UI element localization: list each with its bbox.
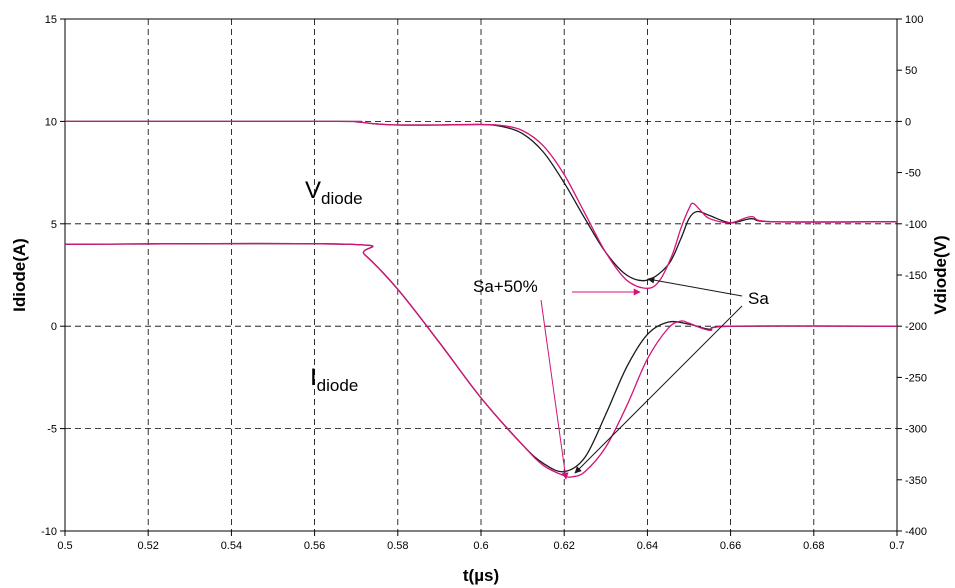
sa50-arrow-to-current [540,299,569,480]
y-right-tick-label: 0 [905,116,911,128]
y-right-tick-label: -350 [905,475,927,487]
y-left-tick-label: 10 [45,116,57,128]
y-right-tick-label: -100 [905,219,927,231]
y-right-tick-label: -300 [905,424,927,436]
voltage-series-magenta-line [64,120,898,289]
y-right-tick-label: -250 [905,372,927,384]
vdiode-label: Vdiode [305,177,363,208]
x-tick-label: 0.7 [889,540,904,552]
series-layer [64,120,898,478]
x-axis-title: t(µs) [463,566,499,585]
x-tick-label: 0.5 [57,540,72,552]
y-left-tick-label: -10 [41,526,57,538]
y-left-tick-label: 5 [51,219,57,231]
sa-plus-50-label: Sa+50% [473,277,538,296]
x-tick-label: 0.64 [637,540,658,552]
vdiode-label-sub: diode [321,189,363,208]
sa-arrow-to-current [574,305,743,474]
x-tick-label: 0.58 [387,540,408,552]
y-right-tick-label: -150 [905,270,927,282]
sa-label: Sa [748,289,769,308]
y-right-axis-ticks: -400 -350 -300 -250 -200 -150 -100 -50 0 50 100 [897,14,927,538]
x-tick-label: 0.66 [720,540,741,552]
idiode-label-main: I [310,364,317,391]
idiode-label-sub: diode [317,376,359,395]
sa-arrow-to-voltage [647,276,743,297]
current-series-magenta-line [64,242,898,478]
x-tick-label: 0.54 [221,540,242,552]
y-left-tick-label: -5 [47,424,57,436]
x-tick-label: 0.6 [473,540,488,552]
x-tick-label: 0.62 [553,540,574,552]
y-right-tick-label: -200 [905,321,927,333]
x-tick-label: 0.56 [304,540,325,552]
y-right-tick-label: -400 [905,526,927,538]
y-right-tick-label: 50 [905,65,917,77]
y-left-tick-label: 15 [45,14,57,26]
y-right-tick-label: 100 [905,14,923,26]
x-tick-label: 0.68 [803,540,824,552]
y-right-axis-title: Vdiode(V) [931,235,950,314]
idiode-label: Idiode [310,364,358,395]
y-left-axis-title: Idiode(A) [10,238,29,312]
x-tick-label: 0.52 [137,540,158,552]
x-axis-ticks: 0.5 0.52 0.54 0.56 0.58 0.6 0.62 0.64 0.66 0.68 0.… [57,531,905,552]
y-left-axis-ticks: -10 -5 0 5 10 15 [41,14,65,538]
vdiode-label-main: V [305,177,321,204]
gridlines [65,19,897,531]
y-left-tick-label: 0 [51,321,57,333]
y-right-tick-label: -50 [905,168,921,180]
